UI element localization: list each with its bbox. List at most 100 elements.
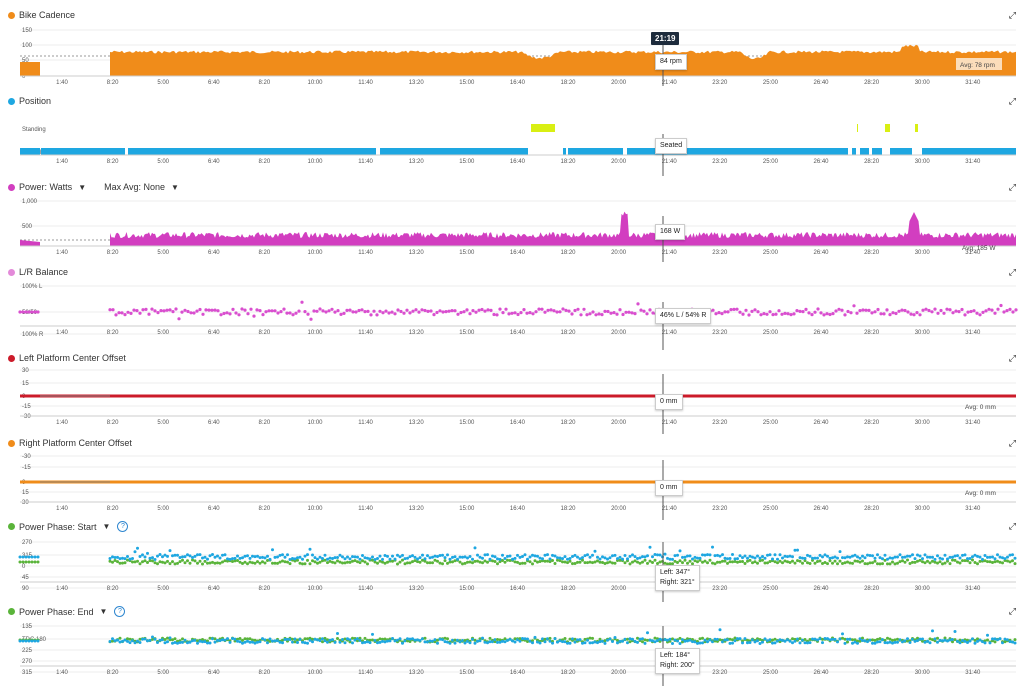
phase-left-point xyxy=(951,558,954,562)
balance-point xyxy=(876,307,880,312)
chevron-down-icon[interactable]: ▼ xyxy=(99,607,108,616)
balance-point xyxy=(129,311,133,315)
help-icon[interactable]: ? xyxy=(114,606,126,617)
phase-left-point xyxy=(271,561,274,565)
expand-icon[interactable]: ⤢ xyxy=(1008,267,1016,277)
phase-left-point xyxy=(178,560,182,564)
phase-left-point xyxy=(943,636,947,640)
chevron-down-icon[interactable]: ▼ xyxy=(170,182,179,192)
x-tick-label: 11:40 xyxy=(358,159,373,165)
phase-right-point xyxy=(1013,556,1017,560)
phase-right-point xyxy=(366,640,369,644)
phase-left-point xyxy=(616,639,619,642)
phase-right-point xyxy=(498,557,502,561)
phase-right-point xyxy=(366,556,369,560)
phase-start-tooltip: Left: 347° Right: 321° xyxy=(655,565,700,591)
phase-right-point xyxy=(853,640,857,644)
balance-point xyxy=(366,309,370,313)
phase-right-point xyxy=(353,555,357,559)
phase-right-point xyxy=(848,637,852,641)
balance-point xyxy=(741,312,745,316)
phase-right-point xyxy=(468,641,472,645)
phase-left-point xyxy=(383,561,387,565)
phase-left-point xyxy=(438,561,442,565)
phase-left-point xyxy=(266,559,269,562)
phase-right-point xyxy=(638,637,642,641)
phase-right-point xyxy=(961,639,964,642)
phase-left-point xyxy=(998,560,1002,564)
phase-right-point xyxy=(176,553,179,557)
chevron-down-icon[interactable]: ▼ xyxy=(78,182,87,192)
phase-right-point xyxy=(121,639,124,643)
phase-right-point xyxy=(578,638,582,642)
phase-right-point xyxy=(443,640,447,644)
phase-left-point xyxy=(358,636,362,640)
phase-left-point xyxy=(131,560,134,564)
expand-icon[interactable]: ⤢ xyxy=(1008,10,1016,20)
avg-bg xyxy=(956,58,1002,70)
x-tick-label: 18:20 xyxy=(560,670,576,676)
x-tick-label: 1:40 xyxy=(56,159,68,165)
phase-right-point xyxy=(433,638,437,642)
phase-right-point xyxy=(778,638,782,642)
phase-right-point xyxy=(378,554,382,558)
expand-icon[interactable]: ⤢ xyxy=(1008,96,1016,106)
phase-left-point xyxy=(896,637,899,641)
phase-left-point xyxy=(136,559,139,563)
phase-right-point xyxy=(918,554,922,558)
chevron-down-icon[interactable]: ▼ xyxy=(102,522,111,531)
y-tick-label: 100 xyxy=(22,43,33,49)
phase-left-point xyxy=(866,562,869,566)
phase-left-point xyxy=(381,637,384,641)
phase-right-point xyxy=(636,557,639,560)
phase-right-point xyxy=(553,637,557,641)
expand-icon[interactable]: ⤢ xyxy=(1008,182,1016,192)
phase-right-point xyxy=(831,637,834,641)
seated-bar xyxy=(128,148,376,155)
expand-icon[interactable]: ⤢ xyxy=(1008,606,1016,616)
phase-right-point xyxy=(506,638,509,642)
phase-right-point xyxy=(123,638,127,642)
phase-right-point xyxy=(506,554,509,558)
phase-left-point xyxy=(933,560,937,564)
y-tick-label: 150 xyxy=(22,28,33,34)
balance-point xyxy=(18,310,22,314)
balance-point xyxy=(510,311,514,315)
phase-right-point xyxy=(911,553,914,557)
phase-right-point xyxy=(353,638,357,642)
phase-left-point xyxy=(878,637,882,641)
phase-left-point xyxy=(353,559,357,563)
help-icon[interactable]: ? xyxy=(117,521,129,532)
phase-right-point xyxy=(663,552,667,556)
expand-icon[interactable]: ⤢ xyxy=(1008,353,1016,363)
phase-right-point xyxy=(543,640,547,644)
phase-right-point xyxy=(341,638,344,641)
phase-left-point xyxy=(318,560,322,564)
phase-right-point xyxy=(656,639,659,643)
phase-left-point xyxy=(163,638,167,641)
phase-right-point xyxy=(696,641,699,645)
balance-point xyxy=(165,308,169,312)
balance-point xyxy=(531,312,535,316)
max-avg-dropdown[interactable]: Max Avg: None xyxy=(104,182,165,192)
phase-right-point xyxy=(678,642,682,645)
phase-left-point xyxy=(836,562,839,566)
phase-right-point xyxy=(648,638,652,642)
phase-right-point xyxy=(373,558,377,561)
phase-right-point xyxy=(641,555,644,559)
phase-right-point xyxy=(263,638,267,642)
balance-point xyxy=(909,312,913,316)
phase-left-point xyxy=(701,636,704,640)
expand-icon[interactable]: ⤢ xyxy=(1008,521,1016,531)
phase-right-point xyxy=(911,637,914,641)
x-tick-label: 21:40 xyxy=(662,330,678,336)
x-tick-label: 28:20 xyxy=(864,506,880,512)
expand-icon[interactable]: ⤢ xyxy=(1008,438,1016,448)
balance-point xyxy=(840,308,844,312)
phase-right-point xyxy=(496,640,499,644)
phase-left-point xyxy=(218,561,222,565)
phase-right-point xyxy=(328,556,332,560)
balance-point xyxy=(816,307,820,311)
phase-right-point xyxy=(208,554,212,558)
x-tick-label: 8:20 xyxy=(259,670,271,676)
